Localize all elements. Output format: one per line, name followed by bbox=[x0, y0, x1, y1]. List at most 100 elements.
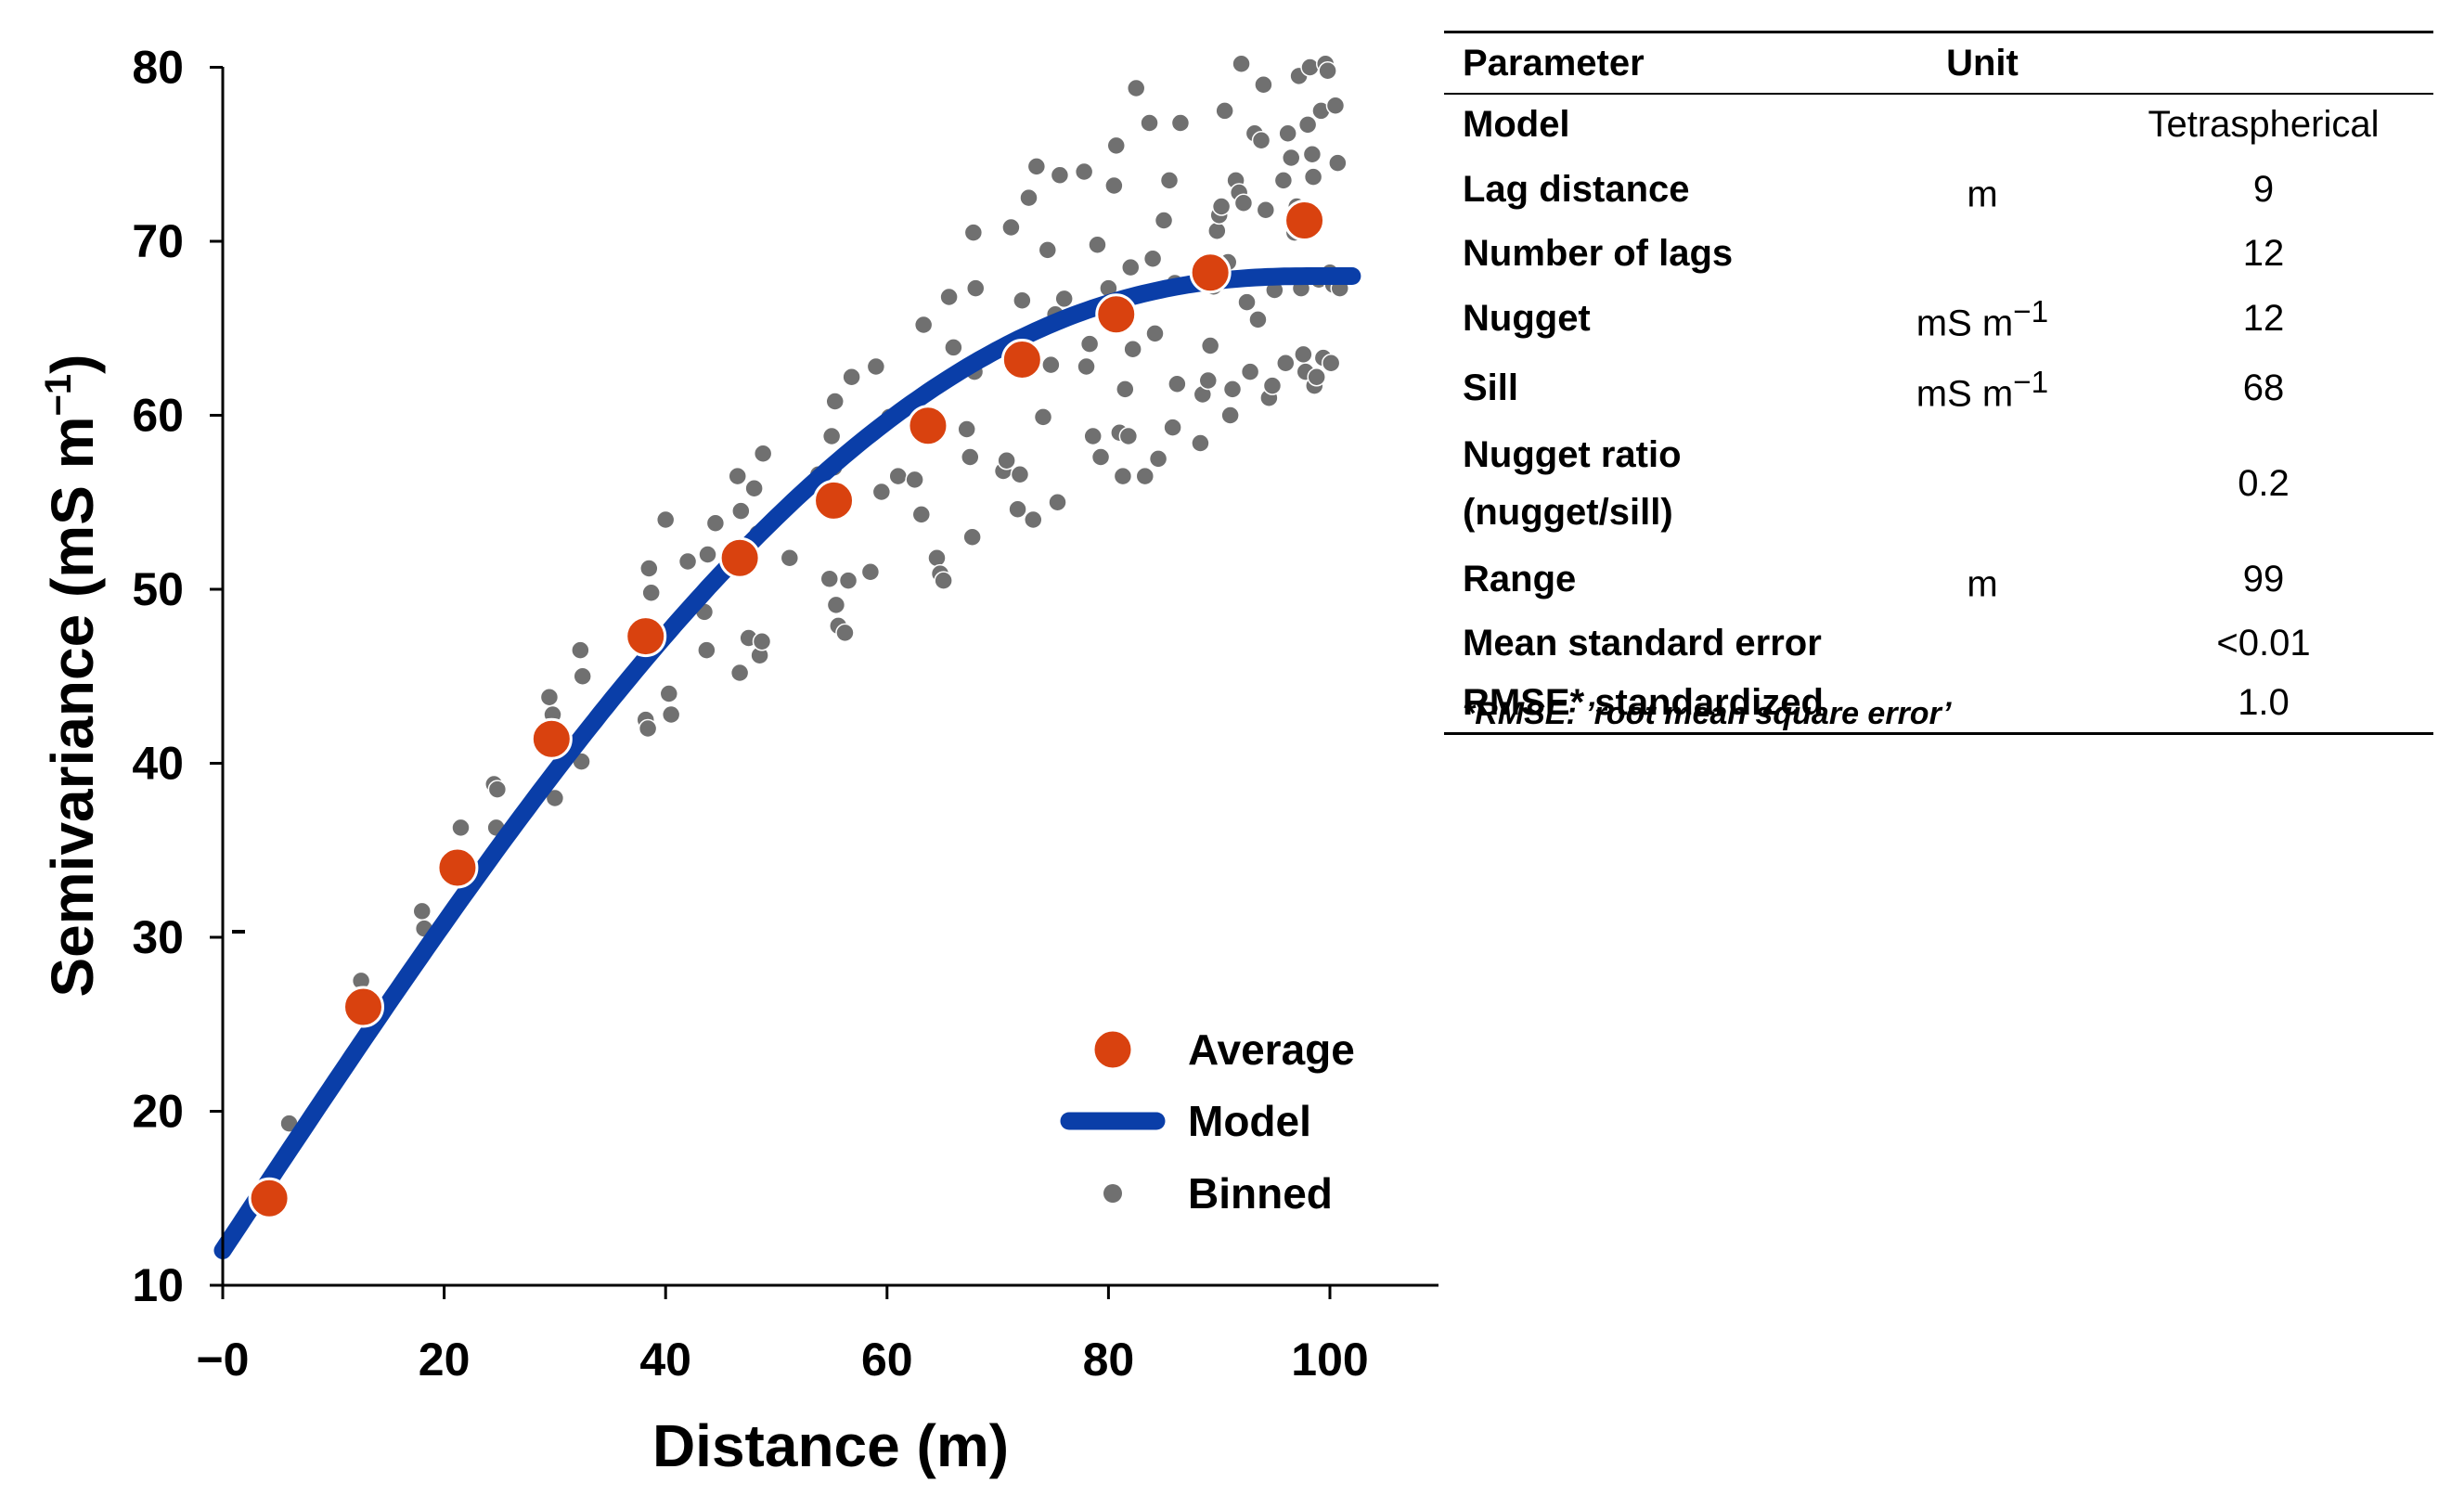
binned-point bbox=[1211, 197, 1232, 216]
binned-point bbox=[1251, 131, 1271, 150]
binned-point bbox=[1200, 336, 1220, 355]
binned-point bbox=[1318, 61, 1337, 81]
binned-point bbox=[1121, 257, 1141, 277]
binned-points bbox=[279, 54, 1349, 1133]
binned-point bbox=[927, 548, 947, 568]
binned-point bbox=[697, 640, 716, 660]
average-point bbox=[342, 986, 385, 1028]
binned-point bbox=[1215, 101, 1234, 121]
x-ticks: −0 20 40 60 80 100 bbox=[196, 1285, 1369, 1385]
row-value: 68 bbox=[2242, 367, 2285, 409]
binned-point bbox=[1254, 75, 1273, 95]
row-unit bbox=[1871, 613, 2075, 673]
average-point bbox=[625, 615, 667, 658]
row-value: 1.0 bbox=[2075, 673, 2433, 736]
model-curve bbox=[213, 267, 1361, 1259]
y-tick-label: 40 bbox=[132, 738, 184, 790]
table-row: Nugget ratio (nugget/sill) 0.2 bbox=[1444, 423, 2433, 544]
x-tick-label: −0 bbox=[196, 1334, 249, 1385]
y-tick-label: 20 bbox=[132, 1086, 184, 1138]
binned-point bbox=[835, 623, 855, 643]
row-unit: m bbox=[1967, 174, 1998, 215]
binned-point bbox=[1256, 200, 1276, 220]
binned-point bbox=[573, 666, 592, 686]
row-unit bbox=[1871, 673, 2075, 736]
average-point bbox=[436, 846, 479, 889]
binned-point bbox=[1237, 292, 1257, 312]
binned-point bbox=[1013, 290, 1032, 310]
binned-point bbox=[1019, 187, 1038, 208]
binned-point bbox=[753, 444, 773, 463]
binned-point bbox=[1297, 115, 1318, 135]
binned-point bbox=[1302, 145, 1322, 164]
binned-point bbox=[819, 569, 840, 588]
row-parameter: Model bbox=[1463, 104, 1570, 145]
average-point bbox=[1189, 251, 1232, 294]
binned-point bbox=[1167, 374, 1187, 393]
average-point bbox=[1095, 293, 1138, 336]
header-unit: Unit bbox=[1871, 31, 2075, 95]
parameter-table: Parameter Unit Model Tetraspherical Lag … bbox=[1444, 31, 2433, 736]
binned-point bbox=[487, 780, 508, 799]
average-point bbox=[718, 536, 761, 579]
binned-point bbox=[1220, 406, 1240, 425]
binned-point bbox=[752, 632, 772, 651]
row-parameter: Number of lags bbox=[1463, 233, 1734, 275]
binned-point bbox=[1116, 380, 1135, 399]
binned-point bbox=[1038, 240, 1058, 260]
binned-point bbox=[1262, 376, 1283, 395]
binned-point bbox=[826, 595, 846, 615]
binned-point bbox=[744, 479, 764, 498]
row-parameter: RMSE* standardized bbox=[1444, 673, 1871, 736]
binned-point bbox=[705, 513, 726, 533]
binned-point bbox=[962, 527, 982, 547]
row-unit: m bbox=[1967, 563, 1998, 605]
binned-point bbox=[1207, 221, 1227, 240]
row-value: 12 bbox=[2242, 233, 2285, 275]
binned-point bbox=[1328, 153, 1348, 173]
y-tick-label: 80 bbox=[132, 42, 184, 94]
binned-point bbox=[659, 684, 679, 703]
binned-point bbox=[1024, 509, 1043, 530]
binned-point bbox=[412, 901, 432, 921]
binned-point bbox=[1010, 465, 1030, 484]
row-value: 0.2 bbox=[2238, 462, 2290, 504]
x-tick-label: 60 bbox=[861, 1334, 913, 1385]
binned-point bbox=[1090, 447, 1111, 467]
binned-point bbox=[1074, 161, 1094, 182]
row-parameter: Lag distance bbox=[1463, 168, 1690, 210]
binned-point bbox=[1325, 96, 1346, 115]
binned-point bbox=[780, 548, 800, 568]
binned-point bbox=[871, 482, 892, 502]
binned-point bbox=[1300, 58, 1320, 77]
row-unit: mS m−1 bbox=[1916, 365, 2049, 414]
legend-binned-label: Binned bbox=[1188, 1169, 1333, 1218]
row-unit: mS m−1 bbox=[1916, 295, 2049, 344]
row-value: 99 bbox=[2242, 558, 2285, 599]
y-axis-title: Semivariance (mS m−1) bbox=[38, 354, 106, 997]
y-ticks: 10 20 30 40 50 60 70 80 bbox=[132, 42, 223, 1311]
binned-point bbox=[1145, 324, 1165, 343]
binned-point bbox=[1273, 171, 1294, 190]
row-value: 9 bbox=[2252, 168, 2275, 210]
binned-point bbox=[821, 426, 842, 446]
row-parameter: Range bbox=[1463, 558, 1577, 599]
binned-point bbox=[1154, 211, 1174, 230]
row-value: 12 bbox=[2242, 297, 2285, 339]
binned-point bbox=[1248, 310, 1268, 329]
binned-point bbox=[641, 583, 661, 602]
row-parameter: Nugget ratio (nugget/sill) bbox=[1463, 433, 1682, 533]
binned-point bbox=[1001, 217, 1021, 238]
binned-point bbox=[1163, 418, 1182, 437]
binned-point bbox=[860, 562, 881, 582]
axes bbox=[221, 67, 1438, 1287]
binned-point bbox=[1233, 193, 1254, 213]
binned-point bbox=[1123, 340, 1142, 359]
binned-point bbox=[1170, 113, 1191, 133]
binned-point bbox=[965, 278, 986, 298]
binned-point bbox=[1106, 135, 1127, 156]
binned-point bbox=[842, 367, 861, 387]
binned-point bbox=[913, 315, 934, 335]
binned-point bbox=[866, 356, 886, 377]
binned-point bbox=[1113, 466, 1133, 486]
